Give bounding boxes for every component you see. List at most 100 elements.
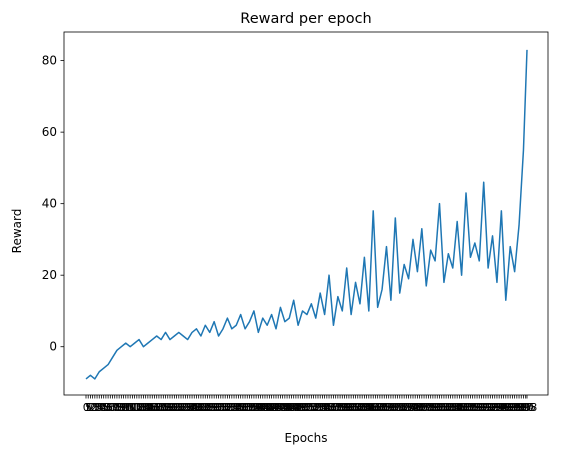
x-tick-label: 265 [193, 401, 213, 414]
x-tick-label: 320 [218, 401, 238, 414]
x-tick-label: 70 [110, 401, 123, 414]
x-tick-label: 670 [372, 401, 392, 414]
x-tick-label: 185 [158, 401, 178, 414]
x-tick-label: 260 [191, 401, 211, 414]
x-tick-label: 100 [120, 401, 140, 414]
x-tick-label: 985 [512, 401, 532, 414]
x-tick-label: 445 [273, 401, 293, 414]
x-tick-label: 300 [209, 401, 229, 414]
x-tick-label: 998 [517, 401, 537, 414]
x-tick-label: 890 [470, 401, 490, 414]
x-tick-label: 640 [359, 401, 379, 414]
x-tick-label: 115 [127, 401, 147, 414]
x-tick-label: 815 [436, 401, 456, 414]
x-tick-label: 160 [147, 401, 167, 414]
x-tick-label: 200 [165, 401, 185, 414]
x-tick-label: 375 [242, 401, 262, 414]
y-axis: 0 20 40 60 80 [42, 54, 64, 354]
x-tick-label: 220 [173, 401, 193, 414]
x-tick-label: 715 [392, 401, 412, 414]
x-tick-label: 85 [117, 401, 130, 414]
x-tick-label: 710 [390, 401, 410, 414]
x-tick-label: 525 [308, 401, 328, 414]
x-tick-label: 370 [240, 401, 260, 414]
x-tick-label: 910 [478, 401, 498, 414]
x-tick-label: 760 [412, 401, 432, 414]
x-tick-label: 755 [410, 401, 430, 414]
x-tick-label: 190 [160, 401, 180, 414]
x-tick-label: 865 [458, 401, 478, 414]
x-tick-label: 580 [333, 401, 353, 414]
x-tick-label: 720 [394, 401, 414, 414]
x-tick-label: 145 [140, 401, 160, 414]
x-tick-label: 860 [456, 401, 476, 414]
x-tick-label: 560 [324, 401, 344, 414]
x-tick-label: 170 [151, 401, 171, 414]
x-tick-label: 590 [337, 401, 357, 414]
x-tick-label: 465 [282, 401, 302, 414]
y-tick-label: 80 [42, 54, 57, 68]
x-tick-label: 450 [275, 401, 295, 414]
x-tick-label: 45 [99, 401, 112, 414]
x-tick-label: 810 [434, 401, 454, 414]
x-tick-label: 795 [428, 401, 448, 414]
x-tick-label: 330 [222, 401, 242, 414]
x-tick-label: 750 [408, 401, 428, 414]
x-tick-label: 65 [108, 401, 121, 414]
x-tick-label: 545 [317, 401, 337, 414]
series-line [85, 49, 528, 380]
x-tick-label: 735 [401, 401, 421, 414]
x-tick-label: 980 [509, 401, 529, 414]
x-tick-label: 405 [255, 401, 275, 414]
x-tick-label: 800 [430, 401, 450, 414]
x-tick-label: 155 [145, 401, 165, 414]
x-tick-label: 935 [489, 401, 509, 414]
x-tick-label: 870 [461, 401, 481, 414]
x-tick-label: 460 [280, 401, 300, 414]
x-tick-label: 770 [417, 401, 437, 414]
x-tick-label: 930 [487, 401, 507, 414]
x-tick-label: 210 [169, 401, 189, 414]
x-tick-label: 605 [344, 401, 364, 414]
x-tick-label: 520 [306, 401, 326, 414]
x-tick-label: 975 [507, 401, 527, 414]
y-axis-label: Reward [10, 209, 24, 254]
x-tick-label: 235 [180, 401, 200, 414]
x-tick-label: 325 [220, 401, 240, 414]
x-tick-label: 175 [154, 401, 174, 414]
x-tick-label: 820 [439, 401, 459, 414]
x-tick-label: 780 [421, 401, 441, 414]
x-tick-label: 305 [211, 401, 231, 414]
x-tick-label: 20 [88, 401, 101, 414]
x-tick-label: 500 [297, 401, 317, 414]
x-tick-label: 350 [231, 401, 251, 414]
y-tick-label: 0 [49, 340, 57, 354]
x-tick-label: 700 [386, 401, 406, 414]
x-tick-label: 435 [268, 401, 288, 414]
x-tick-label: 105 [123, 401, 143, 414]
x-tick-label: 180 [156, 401, 176, 414]
x-tick-label: 745 [405, 401, 425, 414]
x-tick-label: 725 [397, 401, 417, 414]
x-tick-label: 685 [379, 401, 399, 414]
x-tick-label: 390 [249, 401, 269, 414]
x-tick-label: 620 [350, 401, 370, 414]
x-tick-label: 855 [454, 401, 474, 414]
x-tick-label: 225 [176, 401, 196, 414]
x-tick-label: 485 [291, 401, 311, 414]
x-tick-label: 80 [115, 401, 128, 414]
x-tick-label: 165 [149, 401, 169, 414]
x-tick-label: 315 [215, 401, 235, 414]
x-tick-label: 675 [375, 401, 395, 414]
x-tick-label: 705 [388, 401, 408, 414]
x-tick-label: 880 [465, 401, 485, 414]
x-tick-label: 680 [377, 401, 397, 414]
x-tick-label: 585 [335, 401, 355, 414]
x-tick-label: 285 [202, 401, 222, 414]
x-tick-label: 455 [277, 401, 297, 414]
x-tick-label: 535 [313, 401, 333, 414]
x-tick-label: 895 [472, 401, 492, 414]
x-tick-label: 665 [370, 401, 390, 414]
x-tick-label: 920 [483, 401, 503, 414]
